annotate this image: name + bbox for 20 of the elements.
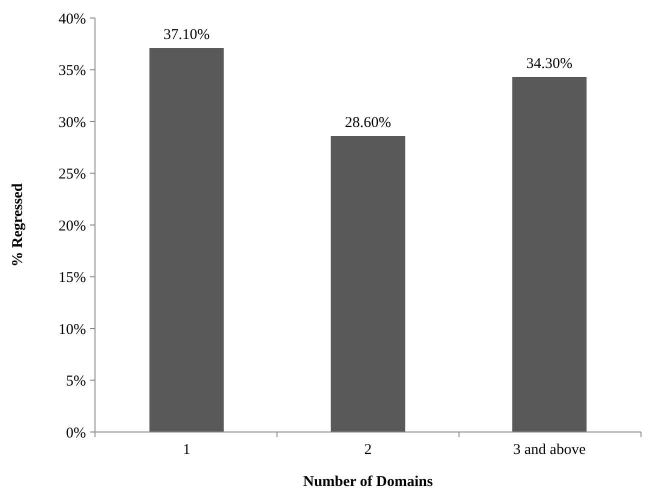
y-tick-label: 10% [58,322,86,338]
x-tick-label: 1 [182,442,190,458]
y-tick-label: 15% [58,270,86,286]
data-label: 37.10% [163,27,210,44]
y-tick-label: 20% [58,218,86,234]
y-tick-label: 40% [58,11,86,28]
y-tick-label: 30% [58,114,86,131]
y-tick-label: 25% [58,166,86,182]
y-axis-title: % Regressed [10,182,26,267]
bar [330,136,406,432]
x-axis-title: Number of Domains [303,474,434,490]
data-label: 34.30% [526,56,573,72]
y-tick-label: 35% [58,63,86,79]
bar [149,48,224,432]
data-label: 28.60% [344,114,392,131]
x-tick-label: 3 and above [513,442,586,458]
y-tick-label: 5% [66,374,86,390]
x-tick-label: 2 [364,442,372,458]
bar [512,76,587,432]
y-tick-label: 0% [66,425,86,442]
